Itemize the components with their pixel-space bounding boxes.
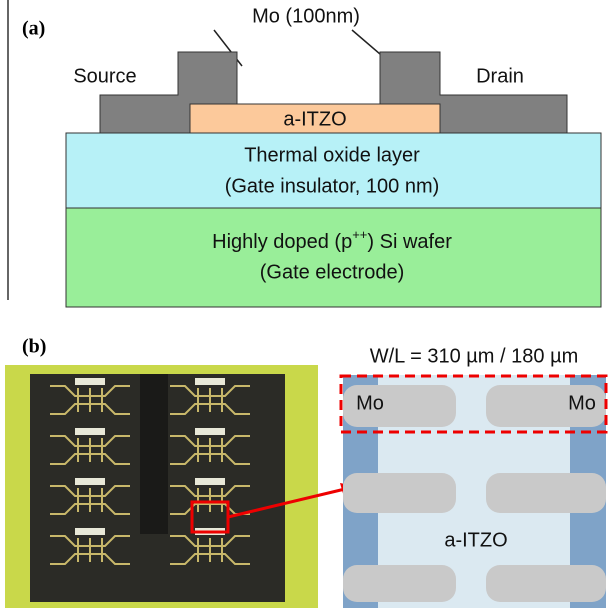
pad — [195, 428, 225, 435]
channel-label: a-ITZO — [444, 529, 507, 551]
panel-label: (a) — [22, 18, 45, 40]
text: Highly doped (p — [212, 231, 352, 253]
oxide-label: (Gate insulator, 100 nm) — [225, 175, 440, 197]
source-label: Source — [73, 65, 136, 87]
sample-photo — [5, 365, 356, 608]
mo-label: Mo — [356, 392, 384, 414]
wafer-label: (Gate electrode) — [260, 261, 405, 283]
text: ) Si wafer — [367, 231, 452, 253]
ratio-label: W/L = 310 µm / 180 µm — [370, 345, 579, 367]
drain-label: Drain — [476, 65, 524, 87]
figure: (a) Mo (100nm) Source Drain a-ITZO Therm… — [0, 0, 612, 612]
superscript: ++ — [352, 227, 367, 242]
wafer-label: Highly doped (p++) Si wafer — [212, 227, 452, 253]
pad — [75, 378, 105, 385]
pad — [195, 478, 225, 485]
pad — [195, 378, 225, 385]
pad — [75, 528, 105, 535]
mo-label: Mo — [568, 392, 596, 414]
panel-label: (b) — [22, 336, 46, 358]
metal-label: Mo (100nm) — [252, 5, 360, 27]
channel-label: a-ITZO — [283, 108, 346, 130]
wafer-layer — [66, 208, 601, 307]
pad — [75, 428, 105, 435]
oxide-label: Thermal oxide layer — [244, 144, 420, 166]
pad — [75, 478, 105, 485]
